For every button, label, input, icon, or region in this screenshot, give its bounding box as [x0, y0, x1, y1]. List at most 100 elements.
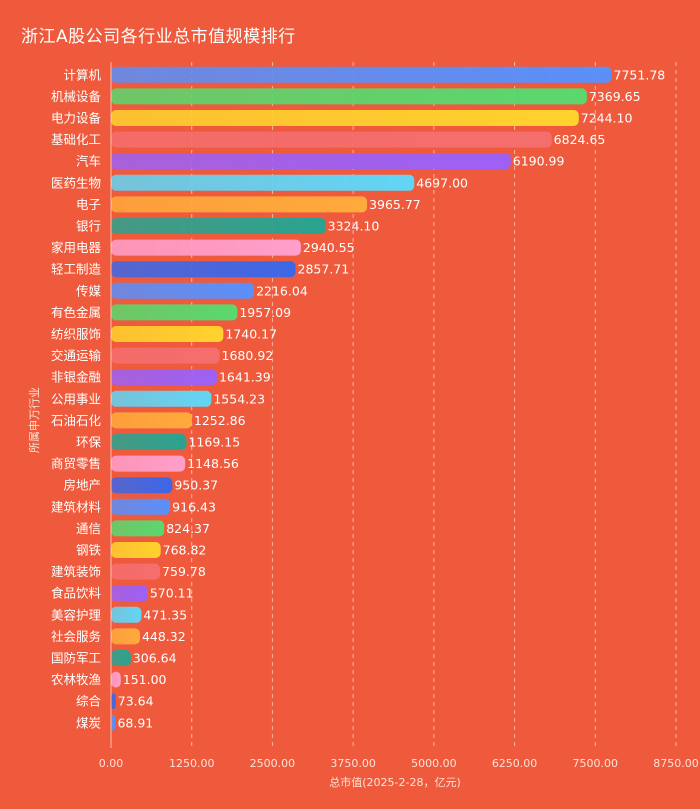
category-label: 钢铁: [76, 543, 102, 558]
category-label: 国防军工: [51, 651, 101, 666]
value-label: 6190.99: [513, 154, 565, 169]
x-tick-label: 3750.00: [330, 757, 376, 770]
bar: [111, 455, 186, 472]
value-label: 1641.39: [219, 370, 271, 385]
bar: [111, 434, 187, 450]
value-label: 768.82: [163, 543, 207, 558]
category-label: 电力设备: [51, 111, 102, 126]
bar: [111, 239, 301, 256]
bars: [111, 66, 612, 731]
chart-title: 浙江A股公司各行业总市值规模排行: [21, 27, 296, 47]
value-label: 7369.65: [589, 89, 641, 104]
value-label: 306.64: [133, 651, 177, 666]
bar: [111, 304, 238, 321]
category-label: 农林牧渔: [51, 672, 101, 687]
value-label: 73.64: [118, 694, 154, 709]
bar: [111, 218, 326, 234]
category-label: 汽车: [76, 154, 101, 169]
value-label: 916.43: [172, 499, 216, 514]
bar: [111, 261, 296, 278]
bar: [111, 477, 173, 494]
category-label: 有色金属: [51, 305, 101, 320]
bar: [111, 714, 116, 731]
bar: [111, 563, 161, 580]
value-label: 824.37: [166, 521, 210, 536]
category-label: 家用电器: [51, 240, 102, 255]
bar: [111, 585, 148, 602]
value-label: 570.11: [150, 586, 194, 601]
bar: [111, 110, 579, 126]
value-label: 1148.56: [187, 456, 239, 471]
y-axis-title: 所属申万行业: [28, 387, 41, 453]
category-label: 石油石化: [51, 413, 102, 428]
bar: [111, 671, 121, 688]
bar: [111, 542, 161, 558]
category-labels: 计算机机械设备电力设备基础化工汽车医药生物电子银行家用电器轻工制造传媒有色金属纺…: [51, 67, 102, 730]
bar: [111, 153, 511, 170]
x-tick-labels: 0.00 1250.00 2500.00 3750.00 5000.00 6250.00 7…: [99, 757, 699, 770]
value-label: 1169.15: [188, 435, 240, 450]
category-label: 基础化工: [51, 132, 101, 147]
value-label: 759.78: [162, 564, 206, 579]
value-label: 950.37: [174, 478, 218, 493]
bar: [111, 326, 224, 342]
value-label: 2216.04: [256, 283, 308, 298]
bar: [111, 498, 171, 515]
category-label: 交通运输: [51, 348, 102, 363]
bar: [111, 196, 368, 213]
value-label: 448.32: [142, 629, 186, 644]
value-label: 1957.09: [239, 305, 291, 320]
value-label: 471.35: [143, 607, 187, 622]
category-label: 传媒: [76, 283, 102, 298]
bar: [111, 369, 217, 386]
category-label: 电子: [76, 197, 101, 212]
category-label: 食品饮料: [51, 586, 102, 601]
bar: [111, 606, 142, 623]
bar: [111, 174, 415, 191]
category-label: 美容护理: [51, 607, 102, 622]
bar: [111, 131, 552, 148]
category-label: 医药生物: [51, 175, 101, 190]
value-label: 4697.00: [416, 175, 468, 190]
bar: [111, 628, 140, 645]
value-label: 1740.17: [225, 327, 277, 342]
value-labels: 7751.78 7369.65 7244.10 6824.65 6190.99 4697.…: [117, 67, 665, 730]
value-label: 1252.86: [194, 413, 246, 428]
x-tick-label: 0.00: [99, 757, 124, 770]
value-label: 6824.65: [554, 132, 606, 147]
bar: [111, 520, 165, 537]
category-label: 纺织服饰: [51, 327, 101, 342]
bar: [111, 693, 116, 710]
value-label: 68.91: [117, 715, 153, 730]
category-label: 公用事业: [51, 391, 101, 406]
category-label: 商贸零售: [51, 456, 101, 471]
category-label: 银行: [76, 219, 101, 234]
value-label: 3324.10: [328, 219, 380, 234]
x-axis-title: 总市值(2025-2-28，亿元): [329, 775, 461, 789]
value-label: 1680.92: [222, 348, 274, 363]
value-label: 2857.71: [298, 262, 350, 277]
bar: [111, 282, 255, 299]
category-label: 通信: [76, 521, 101, 536]
category-label: 建筑材料: [51, 499, 102, 514]
value-label: 7244.10: [581, 111, 633, 126]
x-tick-label: 7500.00: [573, 757, 619, 770]
x-tick-label: 2500.00: [250, 757, 296, 770]
value-label: 2940.55: [303, 240, 355, 255]
category-label: 煤炭: [76, 715, 101, 730]
category-label: 综合: [76, 694, 102, 709]
category-label: 环保: [76, 435, 102, 450]
bar: [111, 347, 220, 364]
category-label: 计算机: [63, 67, 101, 82]
value-label: 1554.23: [213, 391, 265, 406]
category-label: 社会服务: [51, 629, 101, 644]
x-tick-label: 6250.00: [492, 757, 538, 770]
bar: [111, 650, 131, 666]
category-label: 机械设备: [51, 89, 102, 104]
x-tick-label: 5000.00: [411, 757, 457, 770]
value-label: 3965.77: [369, 197, 421, 212]
bar: [111, 390, 212, 407]
category-label: 轻工制造: [51, 262, 102, 277]
x-tick-label: 1250.00: [169, 757, 215, 770]
